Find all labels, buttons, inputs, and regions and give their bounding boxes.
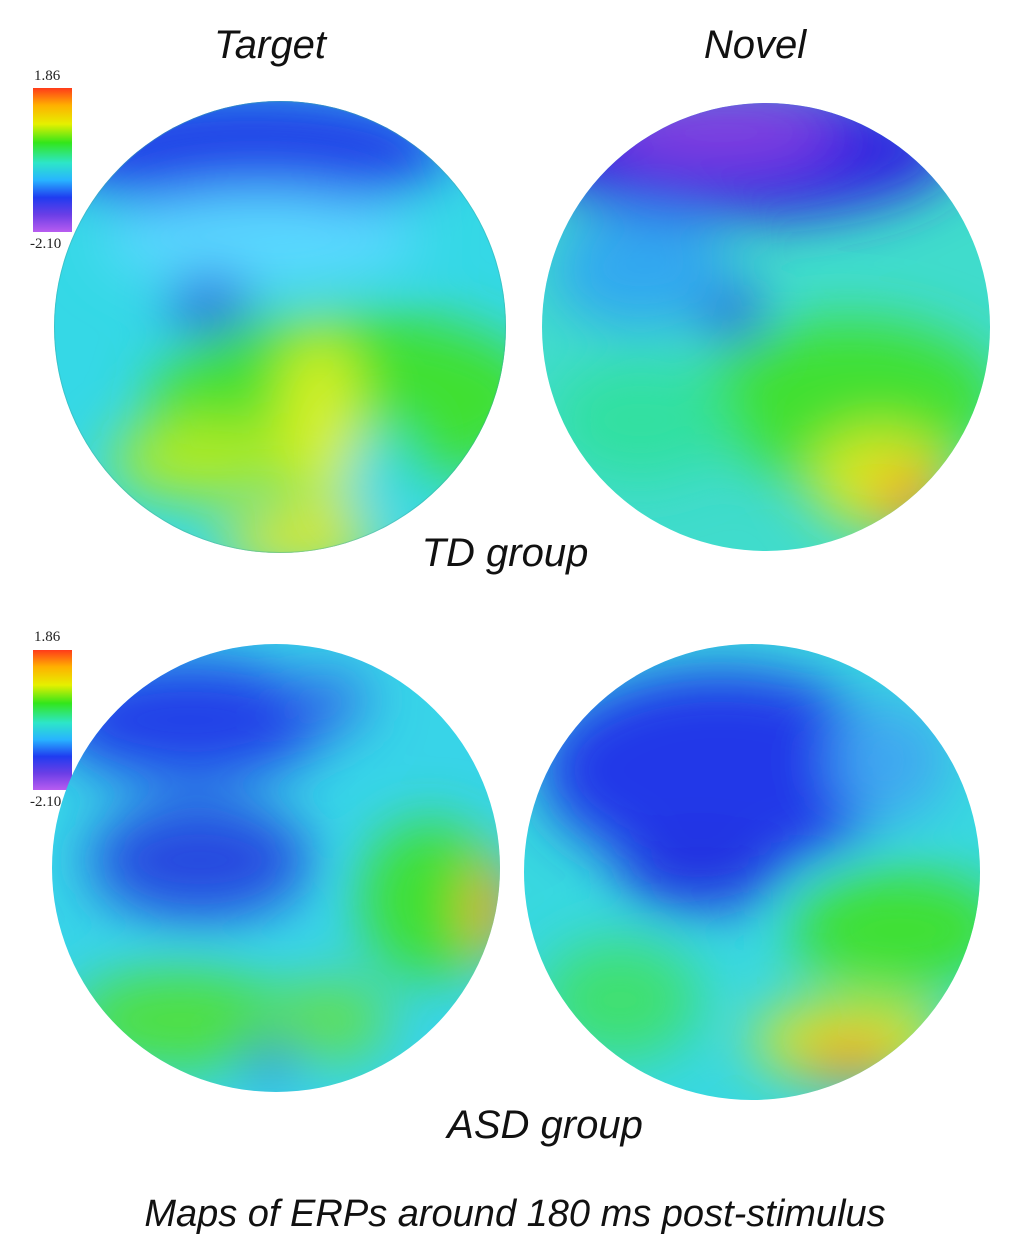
colorbar-min: -2.10 [30,236,61,252]
group-label: TD group [422,531,589,575]
colorbar-max: 1.86 [34,629,61,645]
topo-map [54,101,506,553]
colorbar [33,650,72,790]
colorbar [33,88,72,232]
topo-map [52,644,500,1092]
colorbar-min: -2.10 [30,794,61,810]
caption: Maps of ERPs around 180 ms post-stimulus [144,1193,885,1235]
topo-map [524,644,980,1100]
group-label: ASD group [445,1103,643,1147]
colorbar-max: 1.86 [34,68,61,84]
column-title: Target [214,23,328,67]
column-title: Novel [704,23,807,67]
topo-map [542,103,990,551]
